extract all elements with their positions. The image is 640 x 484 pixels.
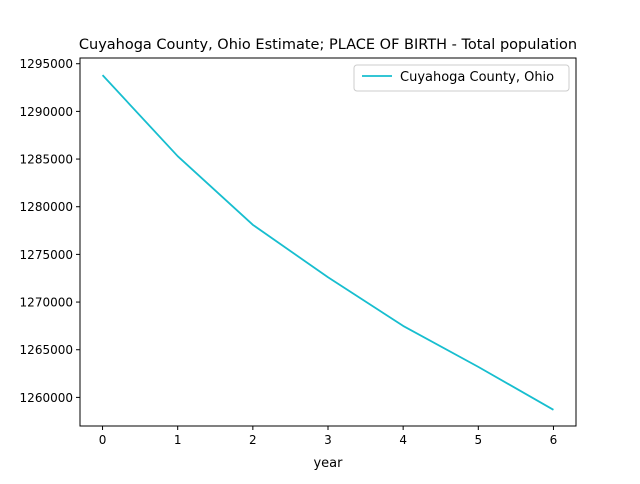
- x-tick-label: 2: [249, 433, 257, 447]
- legend: Cuyahoga County, Ohio: [353, 64, 570, 92]
- x-axis-ticks: 0 1 2 3 4 5 6: [99, 426, 558, 447]
- y-tick-label: 1275000: [20, 248, 73, 262]
- x-tick-label: 0: [99, 433, 107, 447]
- y-tick-label: 1285000: [20, 153, 73, 167]
- x-tick-label: 5: [474, 433, 482, 447]
- x-tick-label: 6: [550, 433, 558, 447]
- y-tick-label: 1260000: [20, 391, 73, 405]
- x-axis-label: year: [313, 456, 343, 471]
- x-tick-label: 3: [324, 433, 332, 447]
- y-tick-label: 1270000: [20, 296, 73, 310]
- y-tick-label: 1290000: [20, 105, 73, 119]
- y-tick-label: 1280000: [20, 200, 73, 214]
- y-axis-ticks: 1260000 1265000 1270000 1275000 1280000 12850…: [20, 57, 80, 405]
- y-tick-label: 1295000: [20, 57, 73, 71]
- x-tick-label: 4: [399, 433, 407, 447]
- series-line: [101, 74, 554, 411]
- y-tick-label: 1265000: [20, 343, 73, 357]
- series-layer: [101, 74, 554, 411]
- chart-title: Cuyahoga County, Ohio Estimate; PLACE OF…: [79, 37, 577, 53]
- legend-box: [353, 64, 570, 92]
- plot-area: [79, 57, 577, 427]
- legend-label: Cuyahoga County, Ohio: [400, 70, 554, 85]
- x-tick-label: 1: [174, 433, 182, 447]
